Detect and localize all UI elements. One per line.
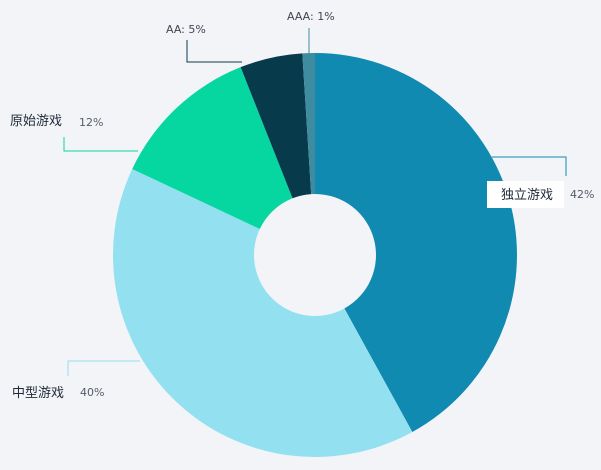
slice-percent-2: 40% (80, 386, 104, 399)
leader-line-2 (67, 360, 140, 376)
slice-label-3: 原始游戏 (10, 114, 62, 129)
slice-percent-1: 42% (570, 188, 594, 201)
slices-layer (112, 53, 517, 457)
slice-label-box-1 (487, 181, 564, 208)
slice-label-1: 独立游戏 (501, 188, 553, 203)
leader-line-3 (63, 137, 138, 152)
pie-slice-5[interactable] (302, 53, 315, 195)
labels-layer: 独立游戏 42% 中型游戏 40% 原始游戏 12% AA: 5% AAA: 1% (10, 10, 594, 401)
pie-slice-2[interactable] (112, 168, 413, 457)
pie-slice-4[interactable] (240, 53, 312, 199)
slice-percent-3: 12% (79, 116, 103, 129)
leaders-layer (63, 28, 567, 376)
slice-label-5: AAA: 1% (287, 10, 335, 23)
slice-label-4: AA: 5% (166, 23, 206, 36)
leader-line-1 (492, 156, 567, 176)
pie-slice-3[interactable] (132, 67, 293, 230)
pie-slice-1[interactable] (315, 53, 517, 433)
slice-label-2: 中型游戏 (12, 386, 64, 401)
leader-line-4 (186, 40, 242, 63)
